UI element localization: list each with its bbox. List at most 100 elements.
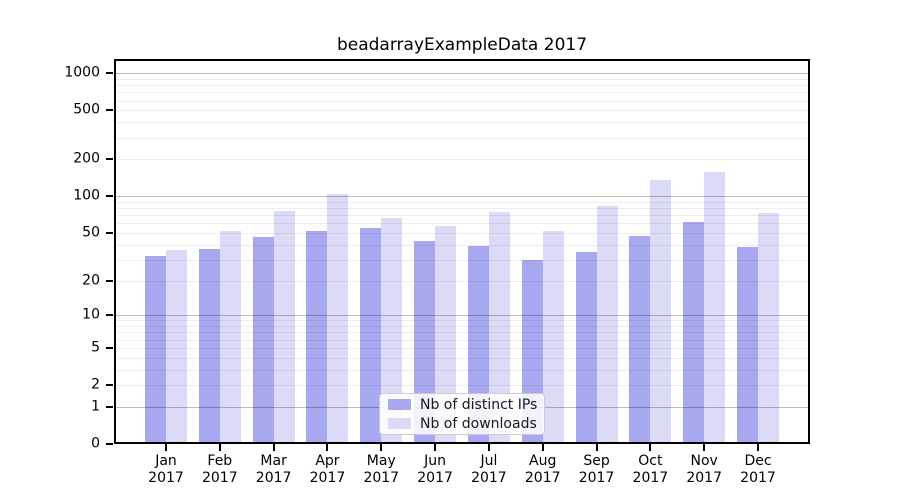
gridline-minor: [114, 332, 810, 334]
gridline-minor: [114, 347, 810, 349]
x-tick-label: Nov 2017: [686, 453, 722, 486]
bar-apr-downloads: [327, 193, 349, 444]
bar-jun-downloads: [435, 226, 457, 444]
gridline-major: [114, 196, 810, 198]
bar-sep-distinct-ips: [575, 251, 597, 444]
x-tick: [487, 444, 490, 451]
x-tick-label: Jan 2017: [148, 453, 184, 486]
y-tick-label: 100: [73, 187, 100, 204]
y-tick: [106, 158, 113, 161]
bar-nov-downloads: [704, 171, 726, 444]
x-tick: [218, 444, 221, 451]
x-tick: [703, 444, 706, 451]
gridline-minor: [114, 215, 810, 217]
x-tick: [380, 444, 383, 451]
x-tick: [434, 444, 437, 451]
gridline-minor: [114, 223, 810, 225]
legend-label-downloads: Nb of downloads: [420, 415, 537, 432]
legend-item-distinct-ips: Nb of distinct IPs: [388, 396, 538, 413]
x-tick-label: Aug 2017: [524, 453, 561, 486]
x-tick-label: Feb 2017: [201, 453, 238, 486]
gridline-minor: [114, 320, 810, 322]
gridline-minor: [114, 339, 810, 341]
bar-nov-distinct-ips: [683, 221, 705, 444]
y-tick: [106, 72, 113, 75]
x-tick: [165, 444, 167, 451]
gridline-minor: [114, 159, 810, 161]
bar-jan-downloads: [166, 250, 187, 444]
gridline-minor: [114, 110, 810, 112]
legend-item-downloads: Nb of downloads: [388, 415, 537, 432]
y-tick: [106, 314, 113, 317]
gridline-minor: [114, 244, 810, 246]
gridline-minor: [114, 232, 810, 234]
x-tick-label: May 2017: [363, 453, 400, 486]
bar-aug-downloads: [542, 230, 564, 444]
grid-layer: [114, 59, 810, 444]
y-tick: [106, 231, 113, 234]
bar-feb-downloads: [219, 230, 241, 444]
x-tick-label: Jun 2017: [417, 453, 453, 486]
bar-oct-distinct-ips: [629, 236, 651, 444]
bar-oct-downloads: [650, 179, 672, 444]
gridline-major: [114, 73, 810, 75]
y-tick: [106, 279, 113, 282]
y-tick-label: 50: [82, 224, 100, 241]
x-tick-label: Dec 2017: [740, 453, 776, 486]
legend-label-distinct-ips: Nb of distinct IPs: [420, 396, 538, 413]
bar-mar-downloads: [273, 210, 295, 444]
x-tick: [272, 444, 275, 451]
gridline-minor: [114, 369, 810, 371]
bar-mar-distinct-ips: [252, 237, 274, 444]
gridline-minor: [114, 385, 810, 387]
bar-may-downloads: [381, 218, 403, 444]
y-tick-label: 2: [91, 376, 100, 393]
y-tick: [106, 109, 113, 112]
gridline-minor: [114, 201, 810, 203]
gridline-minor: [114, 259, 810, 261]
y-tick-label: 0: [91, 435, 100, 452]
gridline-minor: [114, 85, 810, 87]
gridline-minor: [114, 357, 810, 359]
bar-feb-distinct-ips: [198, 248, 220, 444]
x-tick-label: Oct 2017: [632, 453, 669, 486]
legend-swatch-distinct-ips: [388, 399, 411, 410]
gridline-minor: [114, 137, 810, 139]
bar-jul-downloads: [488, 211, 510, 444]
gridline-minor: [114, 78, 810, 80]
gridline-minor: [114, 208, 810, 210]
bar-apr-distinct-ips: [306, 230, 328, 444]
legend: Nb of distinct IPs Nb of downloads: [379, 393, 545, 435]
y-tick-label: 1: [91, 398, 100, 415]
y-tick-label: 500: [73, 101, 100, 118]
y-tick: [106, 405, 113, 408]
y-tick: [106, 443, 113, 445]
gridline-minor: [114, 326, 810, 328]
bar-dec-distinct-ips: [737, 247, 758, 444]
gridline-minor: [114, 280, 810, 282]
bar-sep-downloads: [596, 205, 618, 444]
y-tick: [106, 346, 113, 349]
x-tick: [541, 444, 544, 451]
x-tick: [595, 444, 598, 451]
gridline-minor: [114, 122, 810, 124]
x-tick-label: Apr 2017: [309, 453, 346, 486]
y-tick-label: 20: [82, 272, 100, 289]
x-tick-label: Mar 2017: [255, 453, 292, 486]
y-tick-label: 5: [91, 339, 100, 356]
y-tick-label: 10: [82, 306, 100, 323]
y-tick: [106, 195, 113, 198]
legend-swatch-downloads: [388, 418, 411, 429]
x-tick-label: Sep 2017: [578, 453, 615, 486]
x-tick: [757, 444, 759, 451]
x-tick-label: Jul 2017: [471, 453, 507, 486]
gridline-minor: [114, 92, 810, 94]
y-tick-label: 200: [73, 150, 100, 167]
chart-title: beadarrayExampleData 2017: [336, 35, 588, 55]
x-tick: [649, 444, 652, 451]
bar-jan-distinct-ips: [145, 256, 166, 444]
y-tick-label: 1000: [64, 64, 100, 81]
gridline-minor: [114, 100, 810, 102]
plot-area: Nb of distinct IPs Nb of downloads: [114, 59, 810, 444]
